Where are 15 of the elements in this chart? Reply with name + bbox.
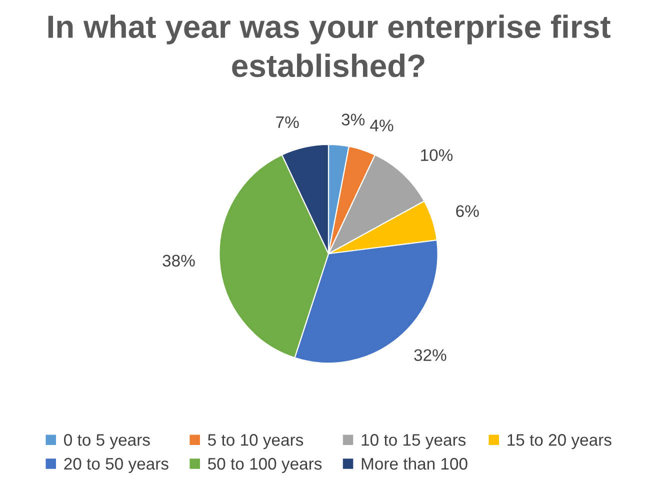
data-label: 3% [342,114,365,126]
data-label: 32% [414,349,446,361]
legend-label: 0 to 5 years [64,434,150,450]
legend-label: 20 to 50 years [64,458,168,473]
data-label: 10% [421,149,453,162]
chart-title: In what year was your enterprise first established? [48,14,610,78]
data-label: 7% [276,116,299,128]
legend-label: 15 to 20 years [508,434,612,450]
data-label: 38% [162,254,195,267]
legend-label: 50 to 100 years [208,458,322,473]
legend-label: More than 100 [362,457,468,470]
legend-label: 10 to 15 years [362,434,466,450]
data-label: 6% [456,205,479,218]
data-label: 4% [370,120,394,132]
legend-label: 5 to 10 years [208,434,304,450]
